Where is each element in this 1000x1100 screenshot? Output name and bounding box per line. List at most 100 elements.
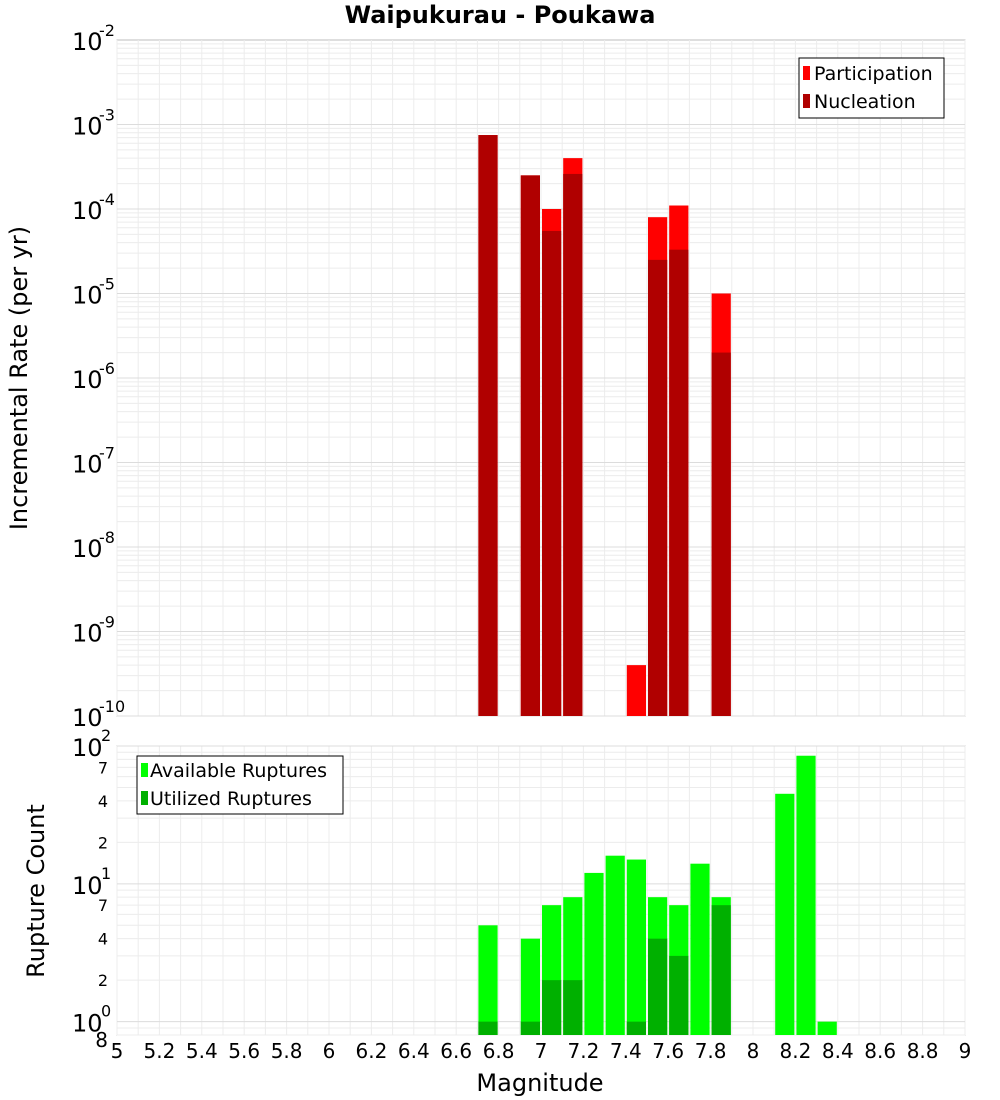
utilized-ruptures-legend-swatch — [141, 791, 148, 805]
x-tick-label: 9 — [959, 1039, 972, 1063]
x-tick-label: 6.6 — [440, 1039, 472, 1063]
chart-title: Waipukurau - Poukawa — [345, 1, 656, 29]
x-tick-label: 6 — [323, 1039, 336, 1063]
nucleation-bar — [648, 259, 668, 716]
y-tick-label: 10 — [72, 282, 103, 310]
x-ticks: 5 5.2 5.4 5.6 5.8 6 6.2 6.4 6.6 6.8 7 7.2 7.4 7.6 7.8 8… — [111, 1039, 972, 1063]
x-tick-label: 5 — [111, 1039, 124, 1063]
y-minor-tick-label: 4 — [98, 792, 108, 811]
y-tick-exponent: -9 — [99, 613, 115, 632]
x-tick-label: 7 — [535, 1039, 548, 1063]
participation-legend-label: Participation — [814, 63, 933, 85]
y-tick-label: 10 — [72, 872, 103, 900]
available-ruptures-bar — [775, 793, 795, 1035]
y-tick-exponent: -3 — [99, 106, 115, 125]
x-tick-label: 7.2 — [567, 1039, 599, 1063]
available-ruptures-bar — [817, 1021, 837, 1035]
top-y-axis-label: Incremental Rate (per yr) — [5, 226, 33, 530]
nucleation-bar — [563, 173, 583, 716]
y-tick-exponent: -6 — [99, 359, 115, 378]
x-tick-label: 5.4 — [186, 1039, 218, 1063]
x-tick-label: 5.8 — [271, 1039, 303, 1063]
top-grid — [116, 40, 966, 717]
bottom-bars — [478, 755, 837, 1035]
y-minor-tick-label: 2 — [98, 971, 108, 990]
participation-legend-swatch — [803, 66, 810, 80]
y-tick-exponent: -7 — [99, 444, 115, 463]
x-tick-label: 7.8 — [695, 1039, 727, 1063]
x-tick-label: 7.4 — [610, 1039, 642, 1063]
available-ruptures-legend-label: Available Ruptures — [150, 760, 327, 782]
utilized-ruptures-bar — [520, 1021, 540, 1035]
available-ruptures-legend-swatch — [141, 763, 148, 777]
available-ruptures-bar — [796, 755, 816, 1035]
y-tick-label: 10 — [72, 28, 103, 56]
available-ruptures-bar — [520, 938, 540, 1035]
y-tick-exponent: -2 — [99, 21, 115, 40]
y-minor-tick-label: 4 — [98, 930, 108, 949]
nucleation-bar — [520, 175, 540, 716]
y-tick-label: 10 — [72, 197, 103, 225]
utilized-ruptures-bar — [669, 955, 689, 1035]
nucleation-bar — [669, 249, 689, 716]
utilized-ruptures-bar — [626, 1021, 646, 1035]
bottom-legend-box — [136, 755, 344, 815]
y-tick-exponent: -10 — [99, 697, 125, 716]
x-axis-label: Magnitude — [476, 1069, 603, 1097]
y-tick-label: 10 — [72, 113, 103, 141]
y-minor-tick-label: 7 — [98, 896, 108, 915]
nucleation-bar — [542, 230, 562, 717]
x-tick-label: 6.4 — [398, 1039, 430, 1063]
utilized-ruptures-bar — [711, 905, 731, 1035]
x-tick-label: 8.2 — [779, 1039, 811, 1063]
nucleation-bar — [478, 135, 498, 717]
nucleation-legend-label: Nucleation — [814, 91, 916, 113]
bottom-legend: Available Ruptures Utilized Ruptures — [136, 755, 344, 815]
x-tick-label: 5.2 — [143, 1039, 175, 1063]
top-legend: Participation Nucleation — [798, 57, 945, 119]
available-ruptures-bar — [584, 872, 604, 1035]
available-ruptures-bar — [478, 925, 498, 1035]
top-legend-box — [798, 57, 945, 119]
x-tick-label: 6.2 — [355, 1039, 387, 1063]
utilized-ruptures-bar — [648, 938, 668, 1035]
utilized-ruptures-legend-label: Utilized Ruptures — [150, 788, 312, 810]
y-tick-exponent: -4 — [99, 190, 115, 209]
y-tick-label: 10 — [72, 451, 103, 479]
x-tick-label: 8 — [747, 1039, 760, 1063]
y-tick-label: 10 — [72, 535, 103, 563]
y-tick-label: 10 — [72, 704, 103, 732]
y-tick-exponent: 0 — [101, 1002, 111, 1021]
x-tick-label: 8.4 — [822, 1039, 854, 1063]
utilized-ruptures-bar — [563, 980, 583, 1035]
nucleation-bar — [711, 352, 731, 716]
available-ruptures-bar — [626, 859, 646, 1035]
x-tick-label: 7.6 — [652, 1039, 684, 1063]
utilized-ruptures-bar — [478, 1021, 498, 1035]
top-bars — [478, 135, 731, 717]
y-tick-exponent: -5 — [99, 275, 115, 294]
x-tick-label: 8.6 — [864, 1039, 896, 1063]
y-tick-label: 10 — [72, 366, 103, 394]
y-tick-label: 10 — [72, 620, 103, 648]
y-tick-label: 10 — [72, 734, 103, 762]
participation-bar — [626, 665, 646, 716]
x-tick-label: 6.8 — [483, 1039, 515, 1063]
y-tick-exponent: -8 — [99, 528, 115, 547]
y-tick-exponent: 1 — [101, 864, 111, 883]
available-ruptures-bar — [605, 855, 625, 1035]
available-ruptures-bar — [690, 863, 710, 1035]
y-minor-tick-label: 2 — [98, 833, 108, 852]
y-minor-tick-label: 7 — [98, 758, 108, 777]
x-tick-label: 5.6 — [228, 1039, 260, 1063]
y-minor-tick-label: 8 — [95, 1028, 108, 1052]
nucleation-legend-swatch — [803, 94, 810, 108]
x-tick-label: 8.8 — [907, 1039, 939, 1063]
utilized-ruptures-bar — [542, 980, 562, 1035]
y-tick-label: 10 — [72, 1010, 103, 1038]
